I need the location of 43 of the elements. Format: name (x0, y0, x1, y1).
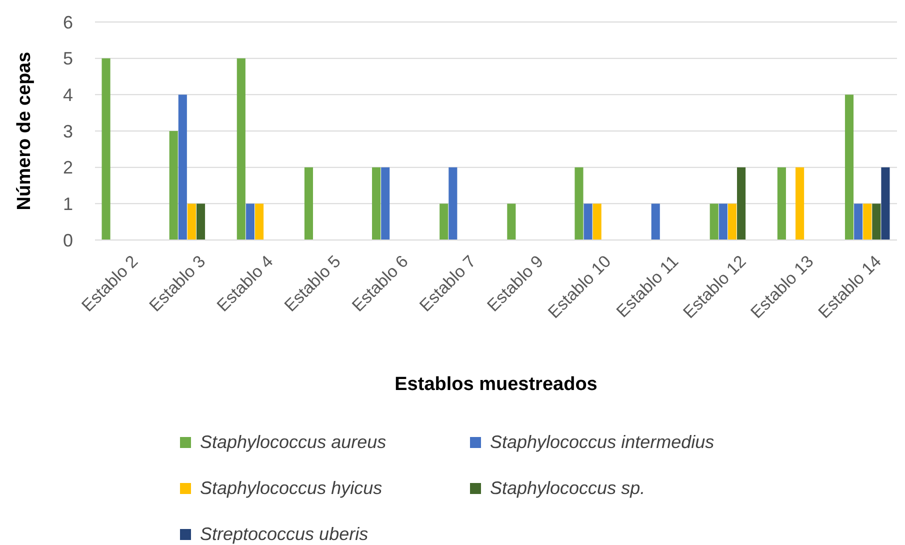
bar (196, 204, 206, 240)
bar (246, 204, 254, 240)
y-tick-label: 3 (62, 121, 73, 142)
bar (718, 204, 728, 240)
y-tick-label: 4 (62, 84, 73, 105)
bar (448, 167, 458, 240)
legend-label: Staphylococcus intermedius (490, 432, 714, 452)
bar (236, 58, 246, 240)
bar (574, 167, 584, 240)
bar (854, 204, 863, 240)
bar (178, 94, 187, 240)
bar (651, 204, 660, 240)
bar (728, 204, 737, 240)
bar (881, 167, 890, 240)
legend-label: Staphylococcus sp. (490, 478, 646, 498)
bar (737, 167, 746, 240)
legend-label: Staphylococcus aureus (200, 432, 386, 452)
bar (440, 204, 448, 240)
y-tick-label: 2 (62, 158, 73, 178)
bar (507, 204, 516, 240)
legend-label: Streptococcus uberis (200, 524, 368, 544)
bar (863, 204, 872, 240)
bar (372, 167, 381, 240)
bar (584, 204, 592, 240)
y-tick-label: 0 (62, 230, 73, 250)
bar (254, 204, 264, 240)
bar (796, 167, 804, 240)
legend-label: Staphylococcus hyicus (200, 478, 382, 498)
y-tick-label: 6 (62, 12, 73, 32)
bar (169, 131, 178, 240)
x-axis-title: Establos muestreados (394, 374, 598, 395)
bar (187, 204, 196, 240)
y-tick-label: 5 (62, 48, 73, 69)
bar (102, 58, 110, 240)
bar (710, 204, 718, 240)
bar (304, 167, 314, 240)
bar (872, 204, 881, 240)
y-tick-label: 1 (62, 194, 73, 214)
bar (844, 94, 854, 240)
y-axis-title: Número de cepas (14, 52, 35, 210)
bar (592, 204, 602, 240)
bar (777, 167, 786, 240)
bar (381, 167, 390, 240)
